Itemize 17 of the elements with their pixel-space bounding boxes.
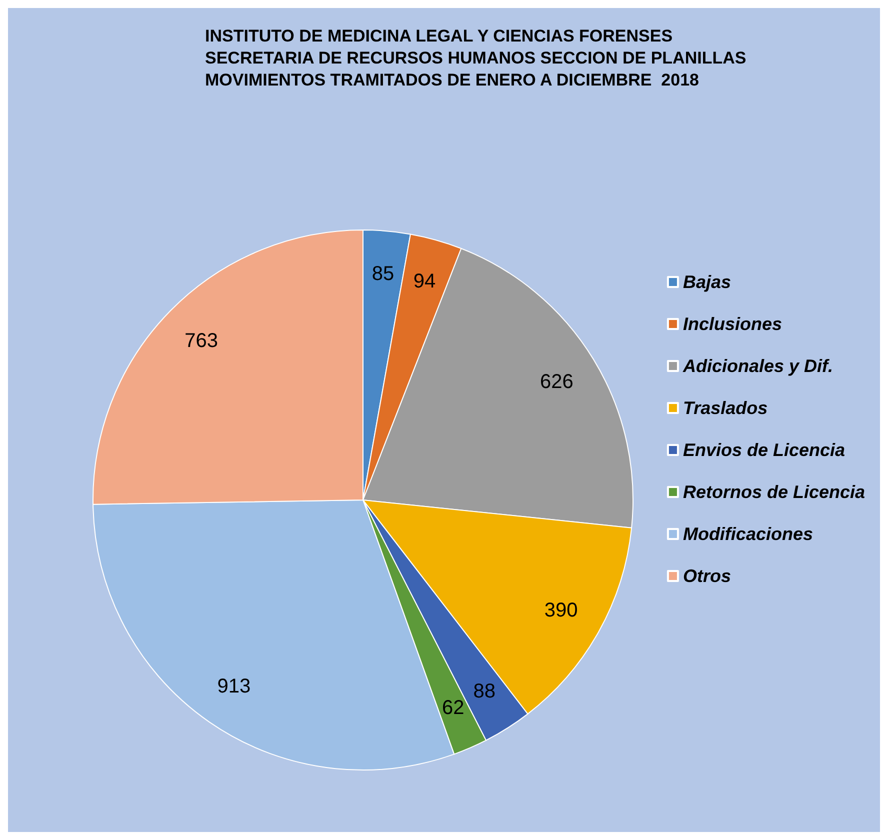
data-label: 94 xyxy=(413,270,436,293)
chart-title: INSTITUTO DE MEDICINA LEGAL Y CIENCIAS FORENSES SECRETARIA DE RECURSOS HUMANOS SECCION DE PLANILLAS MOVIMIENTOS TRAMITADOS DE ENERO A DICIEMBRE 2018 xyxy=(205,26,746,90)
legend-label: Otros xyxy=(682,566,731,586)
data-label: 85 xyxy=(372,263,394,286)
legend-label: Envios de Licencia xyxy=(682,440,846,460)
data-label: 626 xyxy=(540,370,574,393)
legend-label: Adicionales y Dif. xyxy=(682,356,833,376)
data-label: 62 xyxy=(442,697,464,720)
data-label: 913 xyxy=(217,676,251,698)
data-label: 763 xyxy=(184,330,218,352)
legend-label: Retornos de Licencia xyxy=(682,482,866,502)
data-label: 88 xyxy=(473,680,496,703)
legend-label: Modificaciones xyxy=(682,524,813,544)
legend-label: Bajas xyxy=(682,272,731,292)
legend-label: Traslados xyxy=(682,398,768,418)
legend-label: Inclusiones xyxy=(682,314,782,334)
data-label: 390 xyxy=(544,600,578,622)
